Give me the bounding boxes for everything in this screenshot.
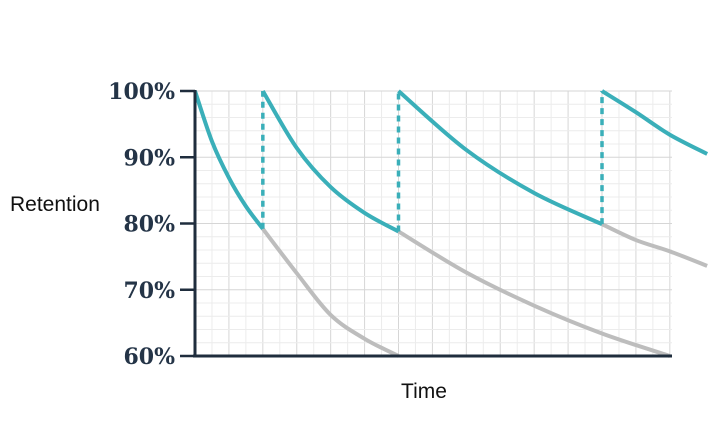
y-tick-label: 70% (123, 278, 175, 304)
retention-curve (397, 89, 603, 226)
decay-curve (261, 227, 400, 358)
y-tick-label: 80% (123, 212, 175, 238)
retention-curve (193, 90, 265, 231)
y-tick-label: 100% (108, 79, 175, 105)
y-tick-labels: 100% 90% 80% 70% 60% (108, 79, 195, 370)
x-axis-title: Time (401, 380, 447, 403)
decay-curve (601, 222, 708, 268)
decay-curve (397, 229, 671, 358)
y-tick-label: 90% (123, 145, 175, 171)
plot-area (193, 89, 709, 358)
y-axis-title: Retention (10, 193, 100, 216)
grid (195, 90, 672, 356)
y-tick-label: 60% (123, 344, 175, 370)
retention-curve (600, 89, 709, 156)
retention-curve (261, 89, 400, 234)
